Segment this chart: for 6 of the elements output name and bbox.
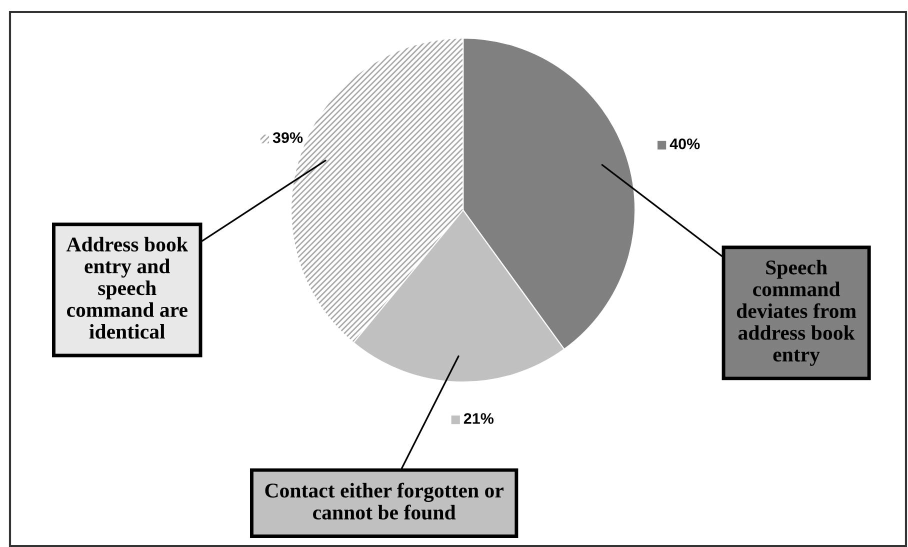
slice-label: Address book entry and speech command are identical [66, 236, 188, 339]
data-label: 39% [272, 132, 303, 144]
slice-label: Contact either forgotten or cannot be found [265, 482, 504, 520]
data-label: 40% [670, 138, 700, 150]
slice-label: Speech command deviates from address book entry [736, 260, 856, 366]
data-label: 21% [464, 413, 494, 424]
